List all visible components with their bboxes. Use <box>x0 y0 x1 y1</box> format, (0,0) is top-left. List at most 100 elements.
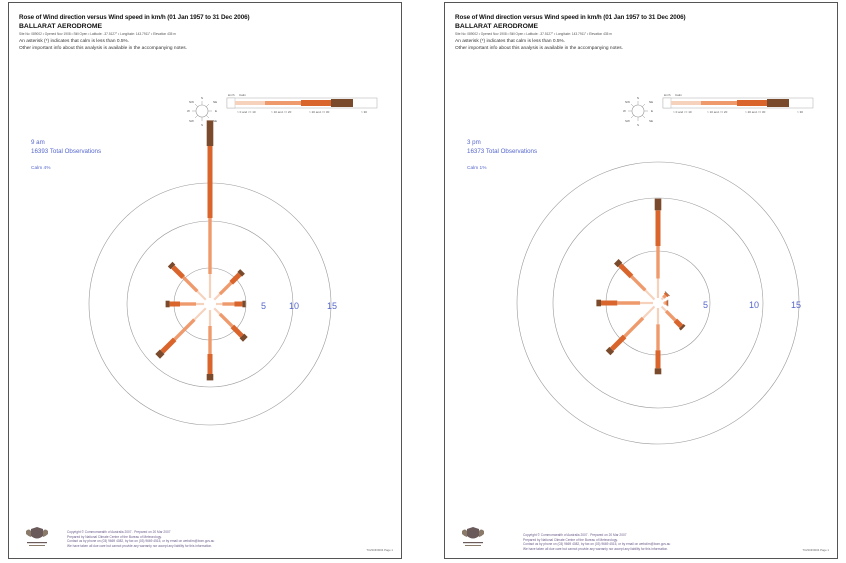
compass-ne: NE <box>213 100 217 104</box>
ring-label-10: 10 <box>289 301 299 311</box>
legend-swatch-3 <box>301 100 331 106</box>
compass-nw: NW <box>625 100 630 104</box>
report-page-9am: Rose of Wind direction versus Wind speed… <box>8 2 402 559</box>
legend-range-1: > 0 and <= 10 <box>673 110 692 114</box>
petal-e-speed-3 <box>666 300 668 306</box>
compass-sw: SW <box>189 119 194 123</box>
legend-calm-label: Calm <box>675 93 683 97</box>
legend-swatch-4 <box>767 99 789 107</box>
petal-sw-speed-4 <box>605 346 615 356</box>
petal-w-speed-1 <box>640 301 653 305</box>
petal-s-speed-4 <box>654 368 662 375</box>
compass-sw: SW <box>625 119 630 123</box>
legend-km-label: km/h <box>664 93 671 97</box>
petal-s-speed-1 <box>656 308 660 325</box>
page-number: TCZ1NF0004 Page 1 <box>802 548 829 552</box>
petal-nw-speed-4 <box>614 259 623 268</box>
wind-rose-chart: N NE E SE S SW W NW km/h Calm > 0 and <=… <box>516 93 814 445</box>
compass-e: E <box>651 109 653 113</box>
petal-w-speed-2 <box>180 302 196 306</box>
petal-w-speed-2 <box>617 301 640 305</box>
legend-swatch-1 <box>235 101 265 105</box>
petal-se-speed-4 <box>239 333 248 342</box>
time-label: 3 pm <box>467 139 481 146</box>
petal-se-speed-1 <box>660 305 667 312</box>
petal-s-speed-2 <box>656 324 660 351</box>
wind-rose-petals <box>155 120 248 381</box>
petal-sw-speed-2 <box>173 318 196 341</box>
legend-range-4: > 30 <box>797 110 803 114</box>
compass-e: E <box>215 109 217 113</box>
petal-n-speed-4 <box>206 120 214 146</box>
ring-label-15: 15 <box>327 301 337 311</box>
petal-nw-speed-2 <box>181 275 199 293</box>
report-title: Rose of Wind direction versus Wind speed… <box>455 14 686 21</box>
petal-ne-speed-4 <box>237 269 245 277</box>
station-name: BALLARAT AERODROME <box>19 23 103 30</box>
petal-w-speed-1 <box>196 302 204 306</box>
petal-e-speed-1 <box>663 301 665 305</box>
legend-range-1: > 0 and <= 10 <box>237 110 256 114</box>
petal-ne-speed-2 <box>218 281 233 296</box>
footer-text: Copyright © Commonwealth of Australia 20… <box>67 530 214 548</box>
petal-ne-speed-1 <box>660 296 665 301</box>
petal-nw-speed-3 <box>171 265 185 279</box>
petal-ne-speed-2 <box>662 294 667 299</box>
calm-percent: Calm 4% <box>31 166 51 171</box>
petal-se-speed-1 <box>213 307 221 315</box>
petal-se-speed-2 <box>664 309 677 322</box>
petal-nw-speed-3 <box>618 263 634 279</box>
compass-key: N NE E SE S SW W NW <box>623 96 653 127</box>
legend-swatch-4 <box>331 99 353 107</box>
speed-legend: km/h Calm > 0 and <= 10 > 10 and <= 20 >… <box>662 93 814 114</box>
petal-s-speed-2 <box>208 326 212 354</box>
petal-ne-speed-4 <box>664 291 670 297</box>
petal-se-speed-3 <box>673 318 684 329</box>
compass-se: SE <box>213 119 217 123</box>
footer-text: Copyright © Commonwealth of Australia 20… <box>523 533 670 551</box>
footer-contact: Contact us by phone on (03) 9669 4082, b… <box>523 542 671 547</box>
total-observations: 16373 Total Observations <box>467 148 538 155</box>
petal-w-speed-4 <box>165 300 170 308</box>
time-label: 9 am <box>31 139 45 146</box>
ring-label-5: 5 <box>703 300 708 310</box>
coat-of-arms-logo <box>462 527 484 546</box>
petal-n-speed-3 <box>207 146 213 218</box>
petal-ne-speed-3 <box>663 292 669 298</box>
compass-n: N <box>201 96 203 100</box>
legend-range-2: > 10 and <= 20 <box>271 110 292 114</box>
wind-rose-chart: N NE E SE S SW W NW km/h Calm > 0 and <=… <box>88 93 378 426</box>
legend-range-3: > 20 and <= 30 <box>309 110 330 114</box>
petal-s-speed-3 <box>207 354 213 374</box>
compass-s: S <box>637 123 639 127</box>
page-number: TCZ1NF0004 Page 1 <box>366 548 393 552</box>
petal-e-speed-4 <box>667 299 669 307</box>
petal-e-speed-4 <box>242 300 246 308</box>
petal-nw-speed-1 <box>644 289 656 301</box>
petal-w-speed-4 <box>596 299 601 307</box>
ring-label-15: 15 <box>791 300 801 310</box>
petal-sw-speed-4 <box>155 349 165 359</box>
legend-range-2: > 10 and <= 20 <box>707 110 728 114</box>
legend-swatch-1 <box>671 101 701 105</box>
legend-calm-label: Calm <box>239 93 247 97</box>
petal-s-speed-4 <box>206 374 214 381</box>
petal-s-speed-1 <box>208 310 212 326</box>
station-meta: Site No: 089002 • Opened Nov 1908 • Stil… <box>455 32 612 36</box>
petal-e-speed-2 <box>222 302 235 306</box>
compass-w: W <box>187 109 190 113</box>
petal-w-speed-3 <box>601 300 618 306</box>
petal-sw-speed-2 <box>623 316 645 338</box>
petal-nw-speed-4 <box>167 261 176 270</box>
footer-contact: Contact us by phone on (03) 9669 4082, b… <box>67 539 215 544</box>
petal-sw-speed-1 <box>642 305 656 319</box>
ring-label-5: 5 <box>261 301 266 311</box>
petal-nw-speed-1 <box>196 290 207 301</box>
legend-swatch-2 <box>265 101 301 105</box>
petal-ne-speed-1 <box>213 293 221 301</box>
legend-calm-swatch <box>662 97 672 109</box>
compass-nw: NW <box>189 100 194 104</box>
ring-15pct <box>516 161 800 445</box>
calm-percent: Calm 1% <box>467 166 487 171</box>
petal-n-speed-1 <box>656 278 660 298</box>
